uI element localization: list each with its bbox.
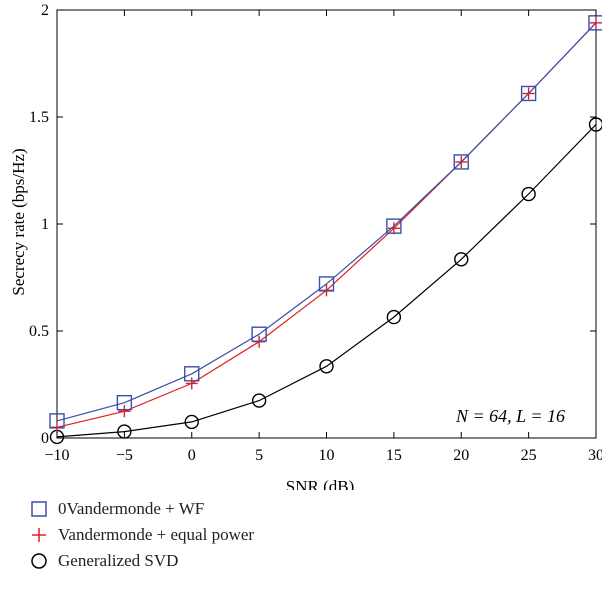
plot-area	[56, 9, 597, 439]
data-point-plus	[387, 222, 400, 235]
data-point-circle	[588, 117, 602, 132]
data-point-circle	[117, 424, 132, 439]
x-tick-label: −5	[116, 447, 133, 464]
data-point-square	[453, 154, 469, 170]
y-tick-label: 0.5	[29, 323, 49, 340]
data-point-square	[520, 85, 537, 102]
y-tick-label: 1	[41, 216, 49, 233]
y-tick-label: 1.5	[29, 109, 49, 126]
series-line-circle	[56, 124, 597, 438]
legend: 0Vandermonde + WF Vandermonde + equal po…	[28, 496, 254, 574]
legend-item-gsvd: Generalized SVD	[28, 548, 254, 574]
x-tick-label: −10	[44, 447, 69, 464]
data-point-square	[251, 326, 267, 342]
x-tick-label: 20	[453, 447, 469, 464]
y-axis-label: Secrecy rate (bps/Hz)	[9, 148, 28, 295]
legend-label-wf: 0Vandermonde + WF	[58, 499, 205, 518]
data-point-square	[49, 413, 65, 429]
data-point-square	[184, 366, 200, 382]
annotation-params: N = 64, L = 16	[455, 406, 565, 426]
x-tick-label: 15	[386, 447, 402, 464]
data-point-plus	[185, 377, 198, 390]
square-marker-icon	[31, 501, 47, 517]
data-point-square	[318, 276, 335, 292]
data-point-circle	[454, 252, 469, 267]
x-tick-label: 0	[188, 447, 196, 464]
data-point-circle	[184, 414, 199, 430]
legend-label-gsvd: Generalized SVD	[58, 551, 179, 570]
data-point-plus	[118, 405, 131, 418]
x-tick-label: 10	[319, 447, 335, 464]
legend-label-equal-power: Vandermonde + equal power	[58, 525, 255, 544]
plus-marker-icon	[32, 528, 46, 542]
data-point-circle	[386, 309, 402, 325]
legend-item-equal-power: Vandermonde + equal power	[28, 522, 254, 548]
x-tick-label: 30	[588, 447, 602, 464]
plot-frame	[56, 9, 597, 439]
data-point-circle	[521, 186, 536, 202]
data-point-circle	[319, 359, 334, 374]
data-point-square	[116, 394, 133, 411]
secrecy-rate-chart: −10 −5 0 5 10 15 20 25 30 0 0.5 1 1.5 2 SNR (dB) Secr…	[9, 2, 602, 490]
tick-layer: −10 −5 0 5 10 15 20 25 30 0 0.5 1 1.5 2	[29, 2, 602, 464]
data-point-square	[386, 218, 402, 234]
x-tick-label: 25	[521, 447, 537, 464]
y-tick-label: 0	[41, 430, 49, 447]
legend-item-wf: 0Vandermonde + WF	[28, 496, 254, 522]
series-layer	[49, 15, 602, 445]
x-axis-label: SNR (dB)	[286, 477, 354, 490]
data-point-circle	[251, 393, 267, 408]
series-line-square	[56, 22, 597, 422]
x-tick-label: 5	[255, 447, 263, 464]
circle-marker-icon	[31, 553, 47, 569]
y-tick-label: 2	[41, 2, 49, 19]
